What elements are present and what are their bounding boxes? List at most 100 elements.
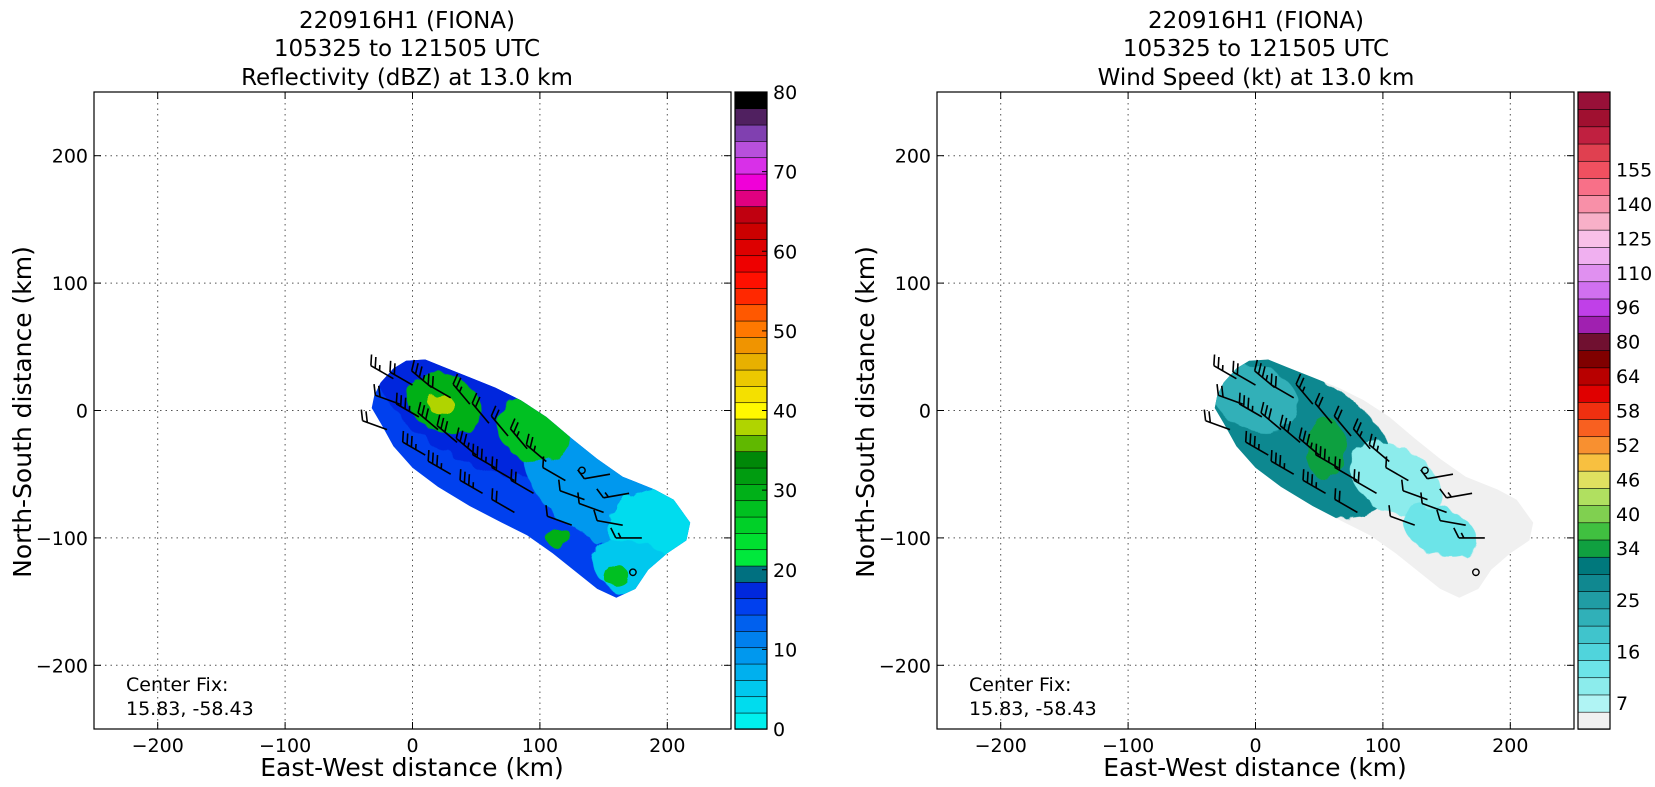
- colorbar-bin: [1577, 332, 1611, 351]
- x-tick-label: 200: [649, 735, 685, 757]
- wind-barb: [510, 469, 534, 495]
- colorbar-bin: [1577, 281, 1611, 300]
- calm-wind-marker: [578, 466, 586, 475]
- wind-barb: [1400, 479, 1428, 501]
- colorbar-tick-label: 80: [773, 82, 797, 104]
- colorbar-bin: [734, 189, 768, 208]
- wind-barb: [389, 360, 413, 386]
- colorbar-bin: [734, 140, 768, 159]
- wind-barb: [491, 488, 515, 514]
- wind-barb: [542, 456, 566, 482]
- wind-barb: [1420, 492, 1447, 514]
- reflectivity-axis-ticks: −200 −100 0 100 200 −200 −100 0 100 200: [36, 92, 731, 757]
- colorbar-tick-label: 46: [1616, 469, 1640, 491]
- reflectivity-title-line-1: 220916H1 (FIONA): [299, 8, 515, 34]
- x-tick-label: −100: [259, 735, 311, 757]
- colorbar-bin: [1577, 436, 1611, 455]
- colorbar-bin: [734, 532, 768, 551]
- wind-barb: [1279, 414, 1301, 443]
- reflectivity-y-axis-label: North-South distance (km): [8, 246, 37, 578]
- wind-barb: [1295, 373, 1314, 405]
- colorbar-bin: [734, 108, 768, 126]
- wind-barb: [401, 430, 426, 456]
- colorbar-bin: [1577, 177, 1611, 196]
- colorbar-bin: [734, 255, 768, 273]
- colorbar-tick-label: 40: [773, 401, 797, 423]
- wind-wind-barbs: [1203, 354, 1485, 577]
- wind-barb: [610, 527, 642, 539]
- wind-barb: [1333, 405, 1352, 437]
- reflectivity-wind-barbs: [360, 354, 642, 577]
- colorbar-bin: [1577, 504, 1611, 524]
- colorbar-bin: [734, 304, 768, 322]
- wind-barb: [427, 449, 452, 475]
- colorbar-bin: [734, 549, 768, 567]
- y-tick-label: −200: [36, 655, 88, 677]
- colorbar-tick-label: 30: [773, 480, 797, 502]
- wind-barb: [1453, 527, 1485, 539]
- wind-center-fix-label: Center Fix:: [969, 674, 1071, 696]
- colorbar-tick-label: 60: [773, 241, 797, 263]
- colorbar-tick-label: 80: [1616, 332, 1640, 354]
- wind-title-line-3: Wind Speed (kt) at 13.0 km: [1098, 65, 1415, 91]
- colorbar-bin: [734, 91, 768, 110]
- colorbar-tick-label: 34: [1616, 538, 1640, 560]
- colorbar-bin: [1577, 367, 1611, 386]
- y-tick-label: 0: [919, 401, 931, 423]
- wind-barb: [545, 505, 573, 526]
- colorbar-bin: [734, 222, 768, 240]
- colorbar-bin: [1577, 194, 1611, 214]
- wind-barb: [452, 373, 471, 405]
- colorbar-bin: [734, 598, 768, 616]
- wind-barb: [1439, 488, 1473, 499]
- wind-barb: [1203, 409, 1231, 431]
- wind-axis-ticks: −200 −100 0 100 200 −200 −100 0 100 200: [879, 92, 1574, 757]
- x-tick-label: 100: [522, 735, 558, 757]
- colorbar-bin: [734, 385, 768, 404]
- reflectivity-x-axis-label: East-West distance (km): [260, 753, 564, 782]
- colorbar-bin: [734, 696, 768, 714]
- colorbar-bin: [734, 369, 768, 387]
- wind-plot-area: −200 −100 0 100 200 −200 −100 0 100 200: [879, 91, 1575, 757]
- reflectivity-center-fix-label: Center Fix:: [126, 674, 228, 696]
- wind-barb: [1352, 418, 1371, 450]
- wind-barb: [490, 405, 509, 437]
- colorbar-bin: [734, 206, 768, 224]
- calm-wind-marker: [1421, 466, 1429, 475]
- wind-region-20kt: [1214, 364, 1299, 432]
- colorbar-bin: [1577, 659, 1611, 679]
- colorbar-bin: [734, 663, 768, 681]
- colorbar-bin: [1577, 401, 1611, 420]
- echo-core-yellow: [427, 393, 454, 415]
- wind-barb: [1388, 505, 1416, 526]
- y-tick-label: −100: [879, 528, 931, 550]
- colorbar-bin: [1577, 608, 1611, 627]
- wind-title-line-2: 105325 to 121505 UTC: [1123, 36, 1389, 62]
- wind-barb: [1238, 392, 1263, 418]
- colorbar-bin: [734, 271, 768, 289]
- colorbar-tick-label: 58: [1616, 401, 1640, 423]
- y-tick-label: 0: [76, 401, 88, 423]
- colorbar-bin: [734, 483, 768, 502]
- colorbar-bin: [734, 614, 768, 632]
- wind-barb: [509, 418, 528, 450]
- colorbar-bin: [734, 451, 768, 469]
- colorbar-tick-label: 155: [1616, 159, 1652, 181]
- colorbar-bin: [734, 434, 768, 453]
- wind-barb: [395, 392, 420, 418]
- wind-barb: [1270, 373, 1295, 399]
- reflectivity-plot-area: −200 −100 0 100 200 −200 −100 0 100 200: [36, 91, 732, 757]
- colorbar-bin: [734, 565, 768, 583]
- colorbar-bin: [734, 287, 768, 306]
- y-tick-label: 100: [52, 273, 88, 295]
- calm-wind-marker: [1472, 568, 1480, 577]
- wind-barb: [360, 409, 388, 431]
- y-tick-label: 200: [895, 146, 931, 168]
- wind-barb: [596, 488, 630, 499]
- wind-barb: [1385, 456, 1409, 482]
- colorbar-bin: [1577, 590, 1611, 610]
- colorbar-bin: [734, 238, 768, 257]
- colorbar-bin: [1577, 143, 1611, 162]
- colorbar-bin: [1577, 212, 1611, 231]
- colorbar-bin: [1577, 263, 1611, 283]
